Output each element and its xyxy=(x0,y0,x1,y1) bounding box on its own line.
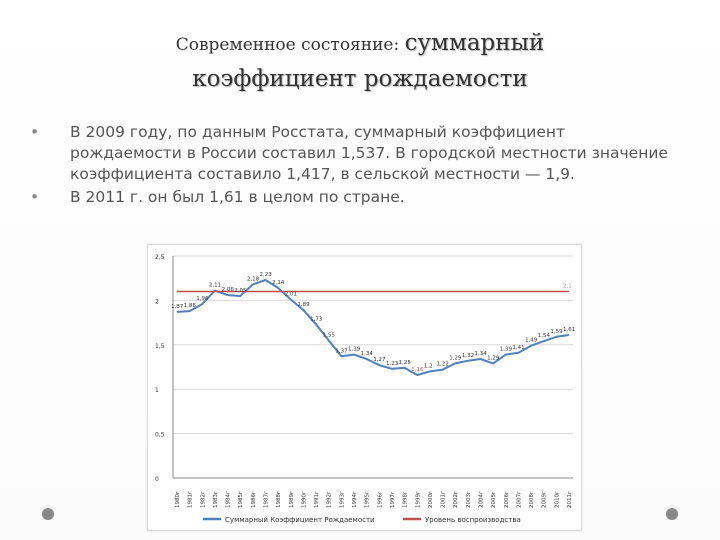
y-tick-label: 0 xyxy=(155,476,159,483)
x-tick-label: 1991г xyxy=(314,491,320,508)
x-tick-label: 1999г xyxy=(415,491,421,508)
data-label: 1,23 xyxy=(386,361,399,367)
x-tick-label: 2000г xyxy=(428,491,434,508)
bullet-dot-icon: • xyxy=(30,188,40,206)
slide-title-line-2: коэффициент рождаемости xyxy=(192,66,528,92)
fertility-line-chart: 0 0,5 1 1,5 2 2,5 1980г 1981г 1982г 1983г 1984г 198… xyxy=(155,254,575,524)
data-label: 2,05 xyxy=(234,288,247,294)
x-tick-label: 1985г xyxy=(238,491,244,508)
y-tick-label: 1,5 xyxy=(155,343,165,350)
data-label: 2,06 xyxy=(222,287,235,293)
circle-icon xyxy=(666,508,678,520)
data-label: 1,29 xyxy=(449,355,462,361)
data-label: 1,2 xyxy=(424,363,433,369)
bullet-item: • В 2011 г. он был 1,61 в целом по стран… xyxy=(30,187,680,208)
data-label: 1,27 xyxy=(373,357,386,363)
data-label: 2,11 xyxy=(209,283,221,289)
x-tick-label: 2009г xyxy=(542,491,548,508)
data-label: 1,41 xyxy=(512,345,524,351)
x-tick-label: 1989г xyxy=(289,491,295,508)
x-tick-label: 1986г xyxy=(251,491,257,508)
x-tick-label: 2005г xyxy=(491,491,497,508)
data-label: 2,14 xyxy=(272,280,285,286)
data-label: 1,49 xyxy=(525,338,538,344)
x-tick-label: 1994г xyxy=(352,491,358,508)
series-line-fertility xyxy=(176,279,570,376)
data-label: 1,54 xyxy=(538,333,551,339)
x-tick-label: 1998г xyxy=(403,491,409,508)
data-label: 1,39 xyxy=(348,347,361,353)
data-label: 1,89 xyxy=(297,302,310,308)
data-label: 2,01 xyxy=(285,292,297,298)
bullet-dot-icon: • xyxy=(30,123,40,141)
x-tick-label: 1995г xyxy=(365,491,371,508)
x-tick-label: 1992г xyxy=(327,491,333,508)
x-tick-label: 1982г xyxy=(200,491,206,508)
legend-label: Суммарный Коэффициент Рождаемости xyxy=(225,516,375,524)
data-label: 1,37 xyxy=(335,348,348,354)
x-tick-label: 1984г xyxy=(226,491,232,508)
x-tick-label: 2003г xyxy=(466,491,472,508)
title-emphasis-1: суммарный xyxy=(404,30,545,56)
bullet-item: • В 2009 году, по данным Росстата, сумма… xyxy=(30,122,680,185)
y-tick-label: 0,5 xyxy=(155,432,165,439)
legend-label: Уровень воспроизводства xyxy=(425,516,521,524)
data-label: 2,23 xyxy=(260,272,273,278)
slide-title-line-1: Современное состояние: суммарный xyxy=(0,30,720,56)
x-tick-label: 1980г xyxy=(175,491,181,508)
x-tick-label: 2001г xyxy=(441,491,447,508)
bullet-text: В 2009 году, по данным Росстата, суммарн… xyxy=(70,123,668,183)
data-label: 1,22 xyxy=(437,362,449,368)
x-tick-label: 2008г xyxy=(529,491,535,508)
bullet-text: В 2011 г. он был 1,61 в целом по стране. xyxy=(70,188,405,206)
data-label: 1,96 xyxy=(196,296,209,302)
data-label: 1,32 xyxy=(462,353,474,359)
x-tick-label: 1990г xyxy=(301,491,307,508)
data-label: 1,25 xyxy=(399,360,412,366)
x-tick-label: 2002г xyxy=(453,491,459,508)
x-tick-label: 2006г xyxy=(504,491,510,508)
x-tick-label: 2010г xyxy=(554,491,560,508)
x-tick-label: 1997г xyxy=(390,491,396,508)
data-label: 1,61 xyxy=(563,327,575,333)
data-label: 1,39 xyxy=(500,347,513,353)
data-label: 1,55 xyxy=(323,332,336,338)
y-tick-label: 1 xyxy=(155,387,159,394)
y-tick-label: 2,5 xyxy=(155,254,165,261)
data-label: 1,73 xyxy=(310,316,323,322)
data-label: 1,59 xyxy=(550,329,563,335)
data-label: 1,88 xyxy=(184,303,197,309)
data-label: 2,18 xyxy=(247,276,260,282)
data-label: 1,87 xyxy=(171,304,184,310)
x-tick-label: 1996г xyxy=(377,491,383,508)
chart-container: 0 0,5 1 1,5 2 2,5 1980г 1981г 1982г 1983г 1984г 198… xyxy=(147,244,582,531)
title-prefix: Современное состояние: xyxy=(175,35,400,55)
data-label: 1,29 xyxy=(487,355,500,361)
data-label: 2,1 xyxy=(563,284,572,290)
y-tick-label: 2 xyxy=(155,298,159,305)
circle-icon xyxy=(42,508,54,520)
x-tick-label: 1983г xyxy=(213,491,219,508)
data-label: 1,34 xyxy=(361,351,374,357)
x-tick-label: 2007г xyxy=(516,491,522,508)
x-tick-label: 2004г xyxy=(478,491,484,508)
bullet-list: • В 2009 году, по данным Росстата, сумма… xyxy=(30,122,680,210)
x-tick-label: 2011г xyxy=(567,491,573,508)
x-tick-label: 1993г xyxy=(339,491,345,508)
x-tick-label: 1981г xyxy=(188,491,194,508)
x-tick-label: 1987г xyxy=(264,491,270,508)
x-tick-label: 1988г xyxy=(276,491,282,508)
data-label: 1,16 xyxy=(411,367,424,373)
data-label: 1,34 xyxy=(474,351,487,357)
